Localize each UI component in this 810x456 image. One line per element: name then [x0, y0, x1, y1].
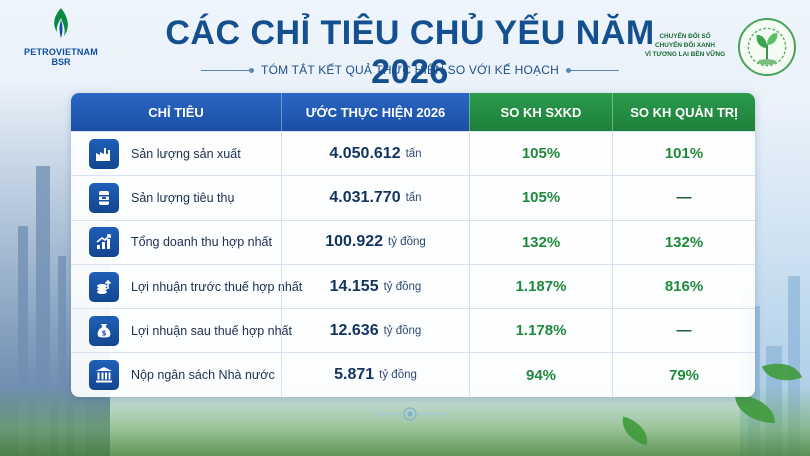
- quantri-value: 101%: [664, 145, 704, 163]
- estimate-value: 5.871: [334, 366, 375, 384]
- badge-line: VÌ TƯƠNG LAI BỀN VỮNG: [644, 51, 726, 58]
- barrel-icon: [89, 182, 119, 213]
- badge-line: CHUYỂN ĐỔI SỐ: [659, 33, 711, 40]
- estimate-unit: tỷ đồng: [383, 324, 422, 337]
- quantri-cell: —: [612, 309, 755, 353]
- quantri-cell: 132%: [612, 220, 755, 264]
- flame-icon: [54, 8, 68, 38]
- sxkd-value: 132%: [521, 233, 561, 251]
- grass-background: [0, 386, 810, 456]
- column-header-indicator: CHỈ TIÊU: [71, 93, 281, 131]
- factory-icon: [89, 138, 119, 169]
- indicator-cell: Sản lượng sản xuất: [71, 132, 281, 175]
- indicator-label: Lợi nhuận trước thuế hợp nhất: [131, 279, 303, 294]
- estimate-value: 4.031.770: [329, 188, 401, 206]
- sxkd-cell: 1.187%: [469, 264, 612, 309]
- column-header-sxkd: SO KH SXKD: [469, 93, 612, 131]
- indicator-label: Sản lượng sản xuất: [131, 146, 241, 161]
- table-row: Nộp ngân sách Nhà nước 5.871 tỷ đồng 94%…: [71, 352, 755, 397]
- estimate-unit: tỷ đồng: [388, 236, 426, 249]
- estimate-cell: 100.922 tỷ đồng: [281, 220, 469, 264]
- column-header-estimate: ƯỚC THỰC HIỆN 2026: [281, 93, 469, 131]
- quantri-cell: 79%: [612, 353, 755, 397]
- sxkd-cell: 105%: [469, 176, 612, 220]
- brand-name: PETROVIETNAM: [24, 47, 98, 57]
- quantri-value: 132%: [664, 233, 704, 251]
- indicator-label: Tổng doanh thu hợp nhất: [131, 235, 272, 250]
- sxkd-value: 105%: [521, 189, 561, 207]
- quantri-cell: 816%: [612, 264, 755, 309]
- government-icon: [89, 360, 119, 391]
- indicator-label: Lợi nhuận sau thuế hợp nhất: [131, 323, 292, 338]
- quantri-value: 79%: [668, 366, 700, 384]
- indicator-label: Nộp ngân sách Nhà nước: [131, 368, 275, 383]
- estimate-cell: 14.155 tỷ đồng: [281, 264, 469, 309]
- subtitle-divider: [201, 67, 255, 73]
- estimate-cell: 4.031.770 tấn: [281, 176, 469, 220]
- estimate-cell: 4.050.612 tấn: [281, 132, 469, 176]
- estimate-cell: 12.636 tỷ đồng: [281, 309, 469, 353]
- sxkd-value: 94%: [525, 366, 557, 384]
- estimate-unit: tỷ đồng: [379, 369, 417, 382]
- badge-text: CHUYỂN ĐỔI SỐ CHUYỂN ĐỔI XANH VÌ TƯƠNG L…: [640, 32, 730, 59]
- indicator-cell: Tổng doanh thu hợp nhất: [71, 221, 281, 264]
- badge-emblem: [738, 18, 796, 76]
- table-row: Tổng doanh thu hợp nhất 100.922 tỷ đồng …: [71, 219, 755, 264]
- refinery-tower: [18, 226, 28, 456]
- refinery-tower: [36, 166, 50, 456]
- quantri-cell: —: [612, 176, 755, 220]
- circuit-decoration: [374, 407, 446, 421]
- sprout-icon: [747, 27, 787, 67]
- sxkd-cell: 94%: [469, 353, 612, 397]
- sxkd-value: 1.187%: [515, 278, 567, 296]
- coins-up-icon: [89, 271, 119, 302]
- kpi-table: CHỈ TIÊU ƯỚC THỰC HIỆN 2026 SO KH SXKD S…: [71, 93, 755, 397]
- refinery-tower: [58, 256, 66, 456]
- table-row: Sản lượng tiêu thụ 4.031.770 tấn 105% —: [71, 175, 755, 220]
- estimate-value: 12.636: [329, 321, 379, 339]
- quantri-cell: 101%: [612, 132, 755, 176]
- indicator-cell: Lợi nhuận trước thuế hợp nhất: [71, 265, 302, 308]
- indicator-label: Sản lượng tiêu thụ: [131, 190, 235, 205]
- estimate-unit: tấn: [405, 147, 422, 160]
- sxkd-value: 1.178%: [515, 322, 567, 340]
- table-row: $ Lợi nhuận sau thuế hợp nhất 12.636 tỷ …: [71, 308, 755, 353]
- sxkd-value: 105%: [521, 145, 561, 163]
- table-row: Sản lượng sản xuất 4.050.612 tấn 105% 10…: [71, 131, 755, 176]
- chart-up-icon: [89, 227, 119, 258]
- sustainability-badge: CHUYỂN ĐỔI SỐ CHUYỂN ĐỔI XANH VÌ TƯƠNG L…: [640, 18, 800, 80]
- table-row: Lợi nhuận trước thuế hợp nhất 14.155 tỷ …: [71, 263, 755, 309]
- badge-line: CHUYỂN ĐỔI XANH: [654, 42, 715, 49]
- estimate-unit: tỷ đồng: [383, 280, 422, 293]
- table-header: CHỈ TIÊU ƯỚC THỰC HIỆN 2026 SO KH SXKD S…: [71, 93, 755, 131]
- estimate-value: 100.922: [325, 233, 384, 251]
- page-subtitle: TÓM TẮT KẾT QUẢ THỰC HIỆN SO VỚI KẾ HOẠC…: [261, 63, 559, 77]
- estimate-cell: 5.871 tỷ đồng: [281, 353, 469, 397]
- subtitle-divider: [565, 67, 619, 73]
- sxkd-cell: 105%: [469, 132, 612, 176]
- indicator-cell: Nộp ngân sách Nhà nước: [71, 353, 281, 396]
- indicator-cell: $ Lợi nhuận sau thuế hợp nhất: [71, 309, 292, 352]
- brand-subname: BSR: [51, 57, 71, 67]
- quantri-value: 816%: [664, 278, 704, 296]
- quantri-value: —: [676, 189, 692, 207]
- column-header-quantri: SO KH QUẢN TRỊ: [612, 93, 755, 131]
- sxkd-cell: 132%: [469, 220, 612, 264]
- subtitle-row: TÓM TẮT KẾT QUẢ THỰC HIỆN SO VỚI KẾ HOẠC…: [180, 60, 640, 80]
- money-bag-icon: $: [89, 315, 119, 346]
- indicator-cell: Sản lượng tiêu thụ: [71, 176, 281, 219]
- estimate-unit: tấn: [405, 191, 422, 204]
- estimate-value: 4.050.612: [329, 144, 401, 162]
- petrovietnam-logo: PETROVIETNAM BSR: [22, 6, 100, 67]
- estimate-value: 14.155: [329, 277, 379, 295]
- page-title: CÁC CHỈ TIÊU CHỦ YẾU NĂM 2026: [165, 14, 655, 91]
- quantri-value: —: [676, 322, 692, 340]
- sxkd-cell: 1.178%: [469, 309, 612, 353]
- svg-text:$: $: [102, 329, 107, 337]
